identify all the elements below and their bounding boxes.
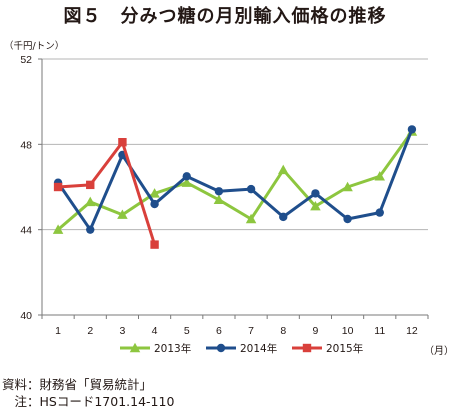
data-point-2013年-6 xyxy=(213,194,225,204)
x-tick-label: 11 xyxy=(374,325,385,337)
x-tick-label: 1 xyxy=(55,325,61,337)
data-point-2013年-3 xyxy=(117,209,128,219)
source-line: 資料：財務省「貿易統計」 xyxy=(2,377,153,392)
data-point-2014年-10 xyxy=(343,214,352,224)
data-point-2015年-3 xyxy=(118,138,127,147)
series-line-2014年 xyxy=(56,128,414,232)
data-point-2014年-6 xyxy=(214,187,224,196)
data-point-2014年-7 xyxy=(246,184,256,194)
y-tick-label: 52 xyxy=(20,54,32,66)
x-tick-label: 9 xyxy=(312,325,318,337)
y-tick-label: 40 xyxy=(20,310,32,322)
data-point-2013年-8 xyxy=(278,164,289,175)
data-point-2013年-1 xyxy=(52,224,64,234)
x-tick-label: 10 xyxy=(342,325,354,337)
legend-swatch-marker xyxy=(129,342,141,353)
note-line: 注：HSコード1701.14-110 xyxy=(2,394,175,409)
data-point-2014年-9 xyxy=(311,189,320,198)
legend-swatch-marker xyxy=(216,343,226,353)
series-line-2015年 xyxy=(57,140,157,246)
data-point-2015年-1 xyxy=(53,182,63,192)
x-tick-label: 7 xyxy=(248,325,254,337)
x-axis-unit: （月） xyxy=(424,346,450,357)
y-axis-unit: （千円/トン） xyxy=(4,41,65,52)
data-point-2015年-4 xyxy=(150,240,159,249)
legend-label: 2014年 xyxy=(240,342,277,355)
series-line-2013年 xyxy=(57,130,414,231)
source-note: 資料：財務省「貿易統計」 注：HSコード1701.14-110 xyxy=(2,376,174,410)
data-point-2015年-2 xyxy=(86,180,95,190)
data-point-2013年-11 xyxy=(374,171,385,181)
x-tick-label: 2 xyxy=(87,325,93,337)
x-tick-label: 6 xyxy=(216,325,222,337)
data-point-2014年-8 xyxy=(279,212,288,222)
y-tick-label: 44 xyxy=(20,225,32,237)
data-point-2013年-9 xyxy=(310,200,321,211)
x-tick-label: 5 xyxy=(184,325,190,337)
legend-swatch-marker xyxy=(302,343,312,353)
data-point-2014年-2 xyxy=(86,225,95,234)
x-tick-label: 8 xyxy=(280,325,286,337)
data-point-2014年-5 xyxy=(182,172,191,181)
legend-label: 2015年 xyxy=(326,342,363,355)
x-tick-label: 3 xyxy=(119,325,125,337)
x-tick-label: 4 xyxy=(152,325,158,337)
data-point-2013年-7 xyxy=(245,213,257,224)
data-point-2014年-11 xyxy=(375,208,384,217)
data-point-2013年-4 xyxy=(149,188,160,198)
data-point-2013年-2 xyxy=(85,196,96,207)
legend-label: 2013年 xyxy=(154,342,191,355)
data-point-2014年-4 xyxy=(150,199,159,209)
x-tick-label: 12 xyxy=(406,325,418,337)
chart-title: 図５ 分みつ糖の月別輸入価格の推移 xyxy=(63,6,387,27)
y-tick-label: 48 xyxy=(20,139,32,151)
data-point-2014年-12 xyxy=(407,125,417,134)
data-point-2013年-5 xyxy=(181,177,192,187)
data-point-2013年-10 xyxy=(342,181,353,192)
